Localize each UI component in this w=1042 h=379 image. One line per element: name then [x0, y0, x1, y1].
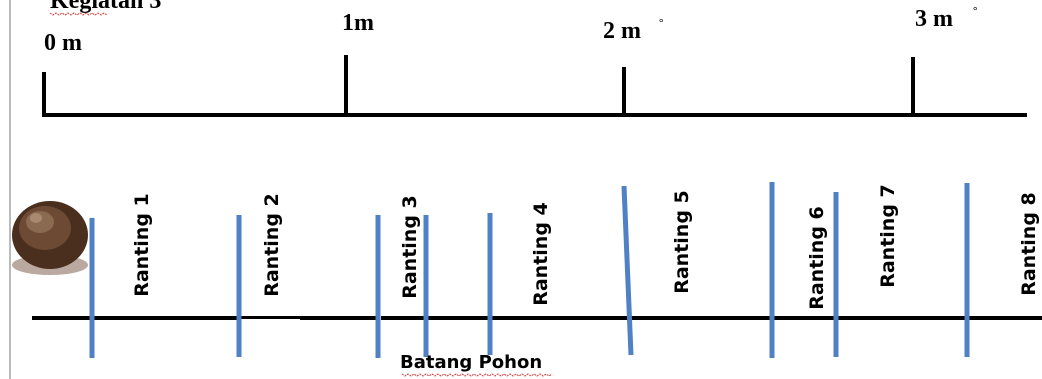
- trunk-label: Batang Pohon: [400, 352, 542, 373]
- branch-label: Ranting 6: [806, 206, 828, 310]
- ruler-label: 2 m: [603, 18, 641, 44]
- branch-label: Ranting 5: [671, 190, 693, 294]
- branch-label: Ranting 1: [131, 193, 153, 297]
- ruler-label: 0 m: [44, 30, 82, 56]
- branch-label: Ranting 3: [399, 195, 421, 299]
- diagram: Kegiatan 3 0 m 1m 2 m ° 3 m °: [0, 0, 1042, 379]
- title: Kegiatan 3: [50, 0, 161, 14]
- branch-label: Ranting 7: [877, 184, 899, 288]
- ruler-mark: °: [659, 17, 663, 29]
- branch-label: Ranting 8: [1018, 192, 1040, 296]
- branch-label: Ranting 2: [261, 193, 283, 297]
- snail-image: [12, 201, 88, 275]
- branch-label: Ranting 4: [530, 202, 552, 306]
- ruler-mark: °: [973, 5, 977, 17]
- ruler-label: 1m: [342, 10, 374, 36]
- ruler-label: 3 m: [915, 6, 953, 32]
